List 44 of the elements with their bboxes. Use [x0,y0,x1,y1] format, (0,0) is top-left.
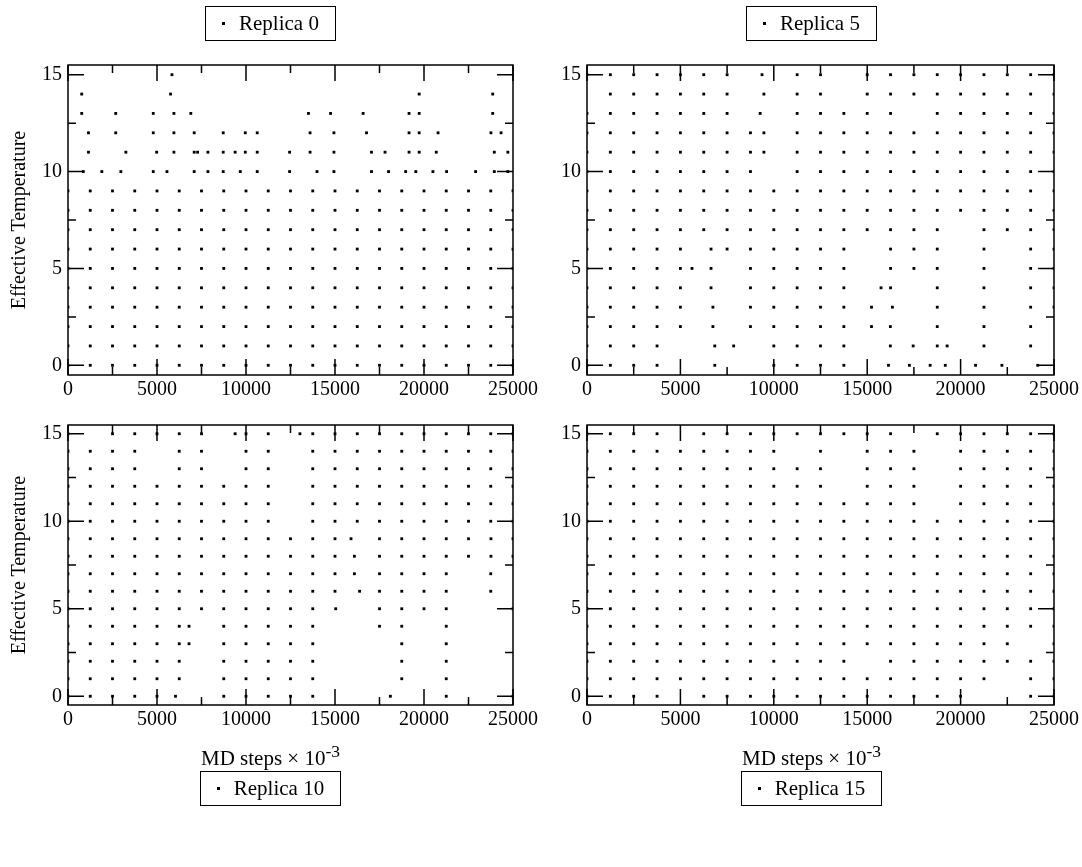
y-tick-label: 0 [52,683,62,706]
x-axis-title: MD steps × 10$^{-3}$ [741,740,881,770]
y-tick-label: 5 [52,255,62,278]
y-tick-label: 0 [571,683,581,706]
x-tick-label: 25000 [488,707,538,730]
x-tick-label: 5000 [137,707,177,730]
x-tick-label: 5000 [137,377,177,400]
x-tick-label: 15000 [842,707,893,730]
y-tick-label: 15 [561,61,581,84]
x-tick-label: 5000 [660,377,701,400]
x-tick-label: 5000 [660,707,701,730]
x-tick-label: 20000 [935,707,986,730]
x-tick-label: 15000 [310,377,360,400]
x-tick-label: 15000 [842,377,893,400]
y-tick-label: 15 [42,421,62,443]
x-tick-label: 10000 [748,707,799,730]
x-tick-label: 10000 [748,377,799,400]
y-axis-title: Effective Temperature [7,475,31,655]
legend-label: Replica 10 [233,776,325,801]
y-axis-title: Effective Temperature [7,130,31,310]
x-tick-label: 20000 [935,377,986,400]
y-tick-label: 10 [42,158,62,181]
y-tick-label: 5 [52,596,62,618]
x-tick-label: 25000 [1029,707,1079,730]
x-tick-label: 10000 [221,707,271,730]
x-tick-label: 25000 [1029,377,1079,400]
x-tick-label: 10000 [221,377,271,400]
x-tick-label: 15000 [310,707,360,730]
x-tick-label: 20000 [399,707,449,730]
legend-label: Replica 5 [780,11,860,36]
y-tick-label: 15 [561,421,581,443]
legend-label: Replica 0 [239,11,319,36]
y-tick-label: 10 [561,158,581,181]
x-tick-label: 20000 [399,377,449,400]
legend-label: Replica 15 [774,776,866,801]
y-tick-label: 0 [571,352,581,375]
y-tick-label: 10 [561,508,581,531]
y-tick-label: 15 [42,61,62,84]
y-tick-label: 0 [52,352,62,375]
y-tick-label: 5 [571,596,581,618]
x-tick-label: 25000 [488,377,538,400]
y-tick-label: 5 [571,255,581,278]
x-axis-title: MD steps × 10$^{-3}$ [200,740,340,770]
y-tick-label: 10 [42,508,62,531]
